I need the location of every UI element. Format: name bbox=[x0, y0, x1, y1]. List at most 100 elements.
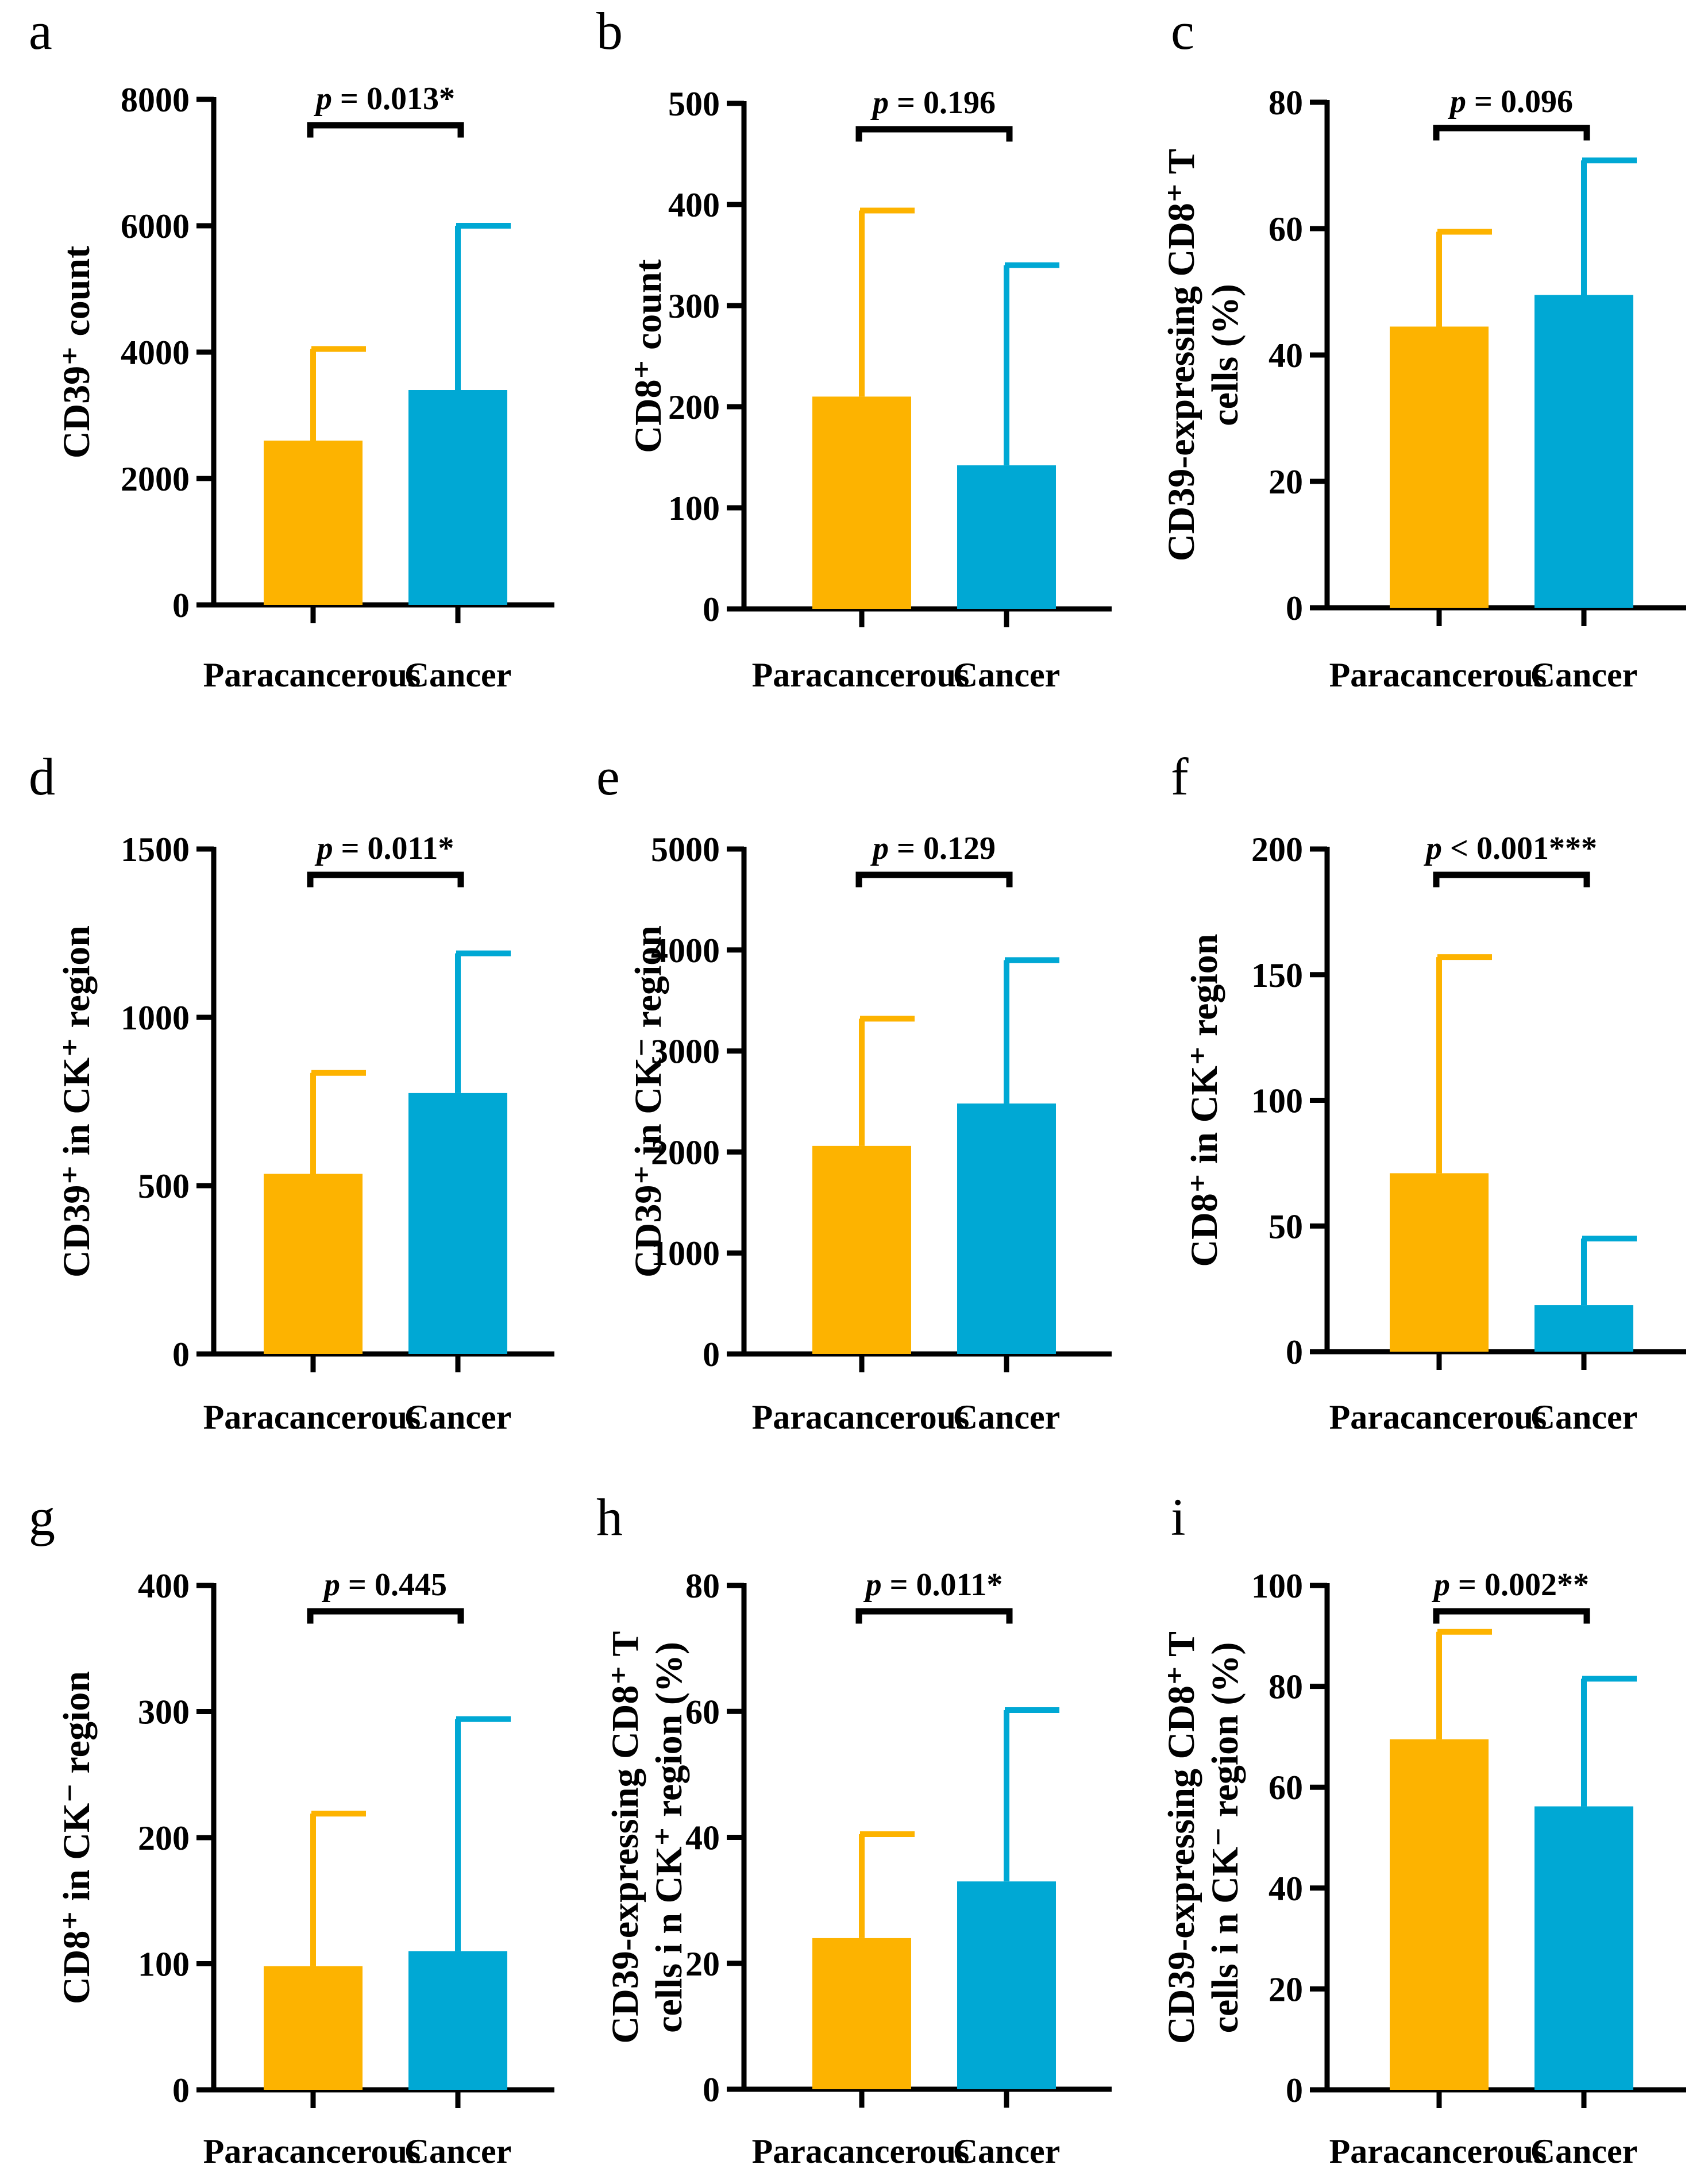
p-symbol: p bbox=[863, 1567, 882, 1603]
y-axis-label: CD39-expressing CD8⁺ T bbox=[604, 1631, 646, 2043]
bar-paracancerous bbox=[264, 441, 363, 605]
p-value: p = 0.013* bbox=[314, 81, 455, 117]
panel-letter-h: h bbox=[596, 1488, 623, 1546]
p-value-text: = 0.096 bbox=[1466, 84, 1573, 119]
y-tick-label: 0 bbox=[172, 1336, 190, 1373]
y-tick-label: 8000 bbox=[121, 81, 190, 119]
significance-bracket bbox=[307, 1608, 464, 1624]
category-label: Paracancerous bbox=[203, 656, 421, 694]
p-value-text: = 0.011* bbox=[882, 1567, 1003, 1603]
significance-bracket bbox=[855, 871, 1013, 888]
bar-cancer bbox=[408, 390, 507, 605]
category-label: Cancer bbox=[404, 656, 512, 694]
panel-letter-b: b bbox=[596, 2, 623, 60]
bar-cancer bbox=[1534, 1305, 1633, 1352]
significance-bracket bbox=[307, 871, 464, 888]
p-symbol: p bbox=[870, 85, 889, 121]
y-tick-label: 4000 bbox=[121, 334, 190, 372]
y-tick-label: 100 bbox=[668, 489, 720, 527]
p-value: p < 0.001*** bbox=[1424, 831, 1597, 866]
category-label: Cancer bbox=[404, 2132, 512, 2170]
bar-paracancerous bbox=[812, 396, 911, 609]
y-tick-label: 0 bbox=[1286, 1333, 1303, 1371]
category-label: Paracancerous bbox=[752, 656, 970, 694]
y-tick-label: 0 bbox=[172, 2071, 190, 2109]
panel-e: e 0 1000 2000 3000 4000 5000 ParacancerousCance… bbox=[596, 747, 1112, 1436]
y-tick-label: 2000 bbox=[651, 1133, 720, 1171]
significance-bracket bbox=[855, 126, 1013, 142]
y-tick-label: 4000 bbox=[651, 932, 720, 970]
y-tick-label: 1000 bbox=[651, 1234, 720, 1272]
panel-letter-g: g bbox=[29, 1488, 55, 1546]
category-label: Paracancerous bbox=[1329, 1398, 1547, 1436]
y-tick-label: 40 bbox=[1269, 1870, 1303, 1908]
category-label: Cancer bbox=[1530, 1398, 1638, 1436]
y-tick-label: 100 bbox=[1251, 1567, 1303, 1605]
y-tick-label: 80 bbox=[1269, 1668, 1303, 1706]
category-label: Paracancerous bbox=[1329, 656, 1547, 694]
p-value-text: = 0.129 bbox=[889, 831, 996, 866]
bar-cancer bbox=[957, 465, 1056, 609]
y-tick-label: 1500 bbox=[121, 831, 190, 869]
category-label: Cancer bbox=[953, 1398, 1061, 1436]
category-label: Cancer bbox=[1530, 2132, 1638, 2170]
y-tick-label: 50 bbox=[1269, 1207, 1303, 1245]
y-tick-label: 0 bbox=[703, 2071, 720, 2109]
category-label: Cancer bbox=[953, 2132, 1061, 2170]
y-axis-label: CD39⁺ in CK⁺ region bbox=[56, 925, 98, 1278]
bar-cancer bbox=[1534, 295, 1633, 608]
p-symbol: p bbox=[314, 81, 332, 117]
p-value: p = 0.196 bbox=[870, 85, 996, 121]
y-tick-label: 2000 bbox=[121, 460, 190, 498]
bar-paracancerous bbox=[812, 1938, 911, 2089]
significance-bracket bbox=[1433, 871, 1590, 888]
category-label: Cancer bbox=[404, 1398, 512, 1436]
bar-paracancerous bbox=[1390, 1173, 1489, 1352]
y-tick-label: 1000 bbox=[121, 999, 190, 1037]
p-symbol: p bbox=[1424, 831, 1442, 866]
y-axis-label: CD39⁺ in CK⁻ region bbox=[627, 925, 669, 1278]
p-symbol: p bbox=[1432, 1567, 1450, 1603]
y-tick-label: 500 bbox=[668, 85, 720, 123]
y-tick-label: 40 bbox=[1269, 337, 1303, 375]
y-tick-label: 20 bbox=[685, 1945, 720, 1983]
y-tick-label: 100 bbox=[138, 1946, 190, 1984]
y-axis-label: cells i n CK⁻ region (%) bbox=[1204, 1642, 1246, 2034]
p-value: p = 0.445 bbox=[322, 1567, 447, 1603]
y-tick-label: 400 bbox=[668, 186, 720, 224]
p-symbol: p bbox=[315, 831, 333, 866]
category-label: Cancer bbox=[953, 656, 1061, 694]
panel-letter-a: a bbox=[29, 2, 52, 60]
panel-letter-i: i bbox=[1171, 1488, 1186, 1546]
significance-bracket bbox=[1433, 125, 1590, 141]
p-value: p = 0.011* bbox=[863, 1567, 1003, 1603]
y-axis-label: CD8⁺ in CK⁺ region bbox=[1183, 934, 1225, 1267]
panel-letter-d: d bbox=[29, 747, 55, 806]
bar-cancer bbox=[957, 1881, 1056, 2089]
significance-bracket bbox=[1433, 1608, 1590, 1624]
y-axis-label: cells (%) bbox=[1204, 284, 1246, 426]
panel-letter-f: f bbox=[1171, 747, 1189, 806]
p-symbol: p bbox=[1448, 84, 1466, 119]
category-label: Paracancerous bbox=[752, 2132, 970, 2170]
y-axis-label: CD39-expressing CD8⁺ T bbox=[1160, 149, 1202, 561]
y-tick-label: 100 bbox=[1251, 1082, 1303, 1120]
p-value-text: = 0.445 bbox=[340, 1567, 447, 1603]
p-value: p = 0.129 bbox=[870, 831, 996, 866]
y-tick-label: 0 bbox=[172, 587, 190, 624]
y-tick-label: 80 bbox=[1269, 84, 1303, 122]
y-axis-label: cells i n CK⁺ region (%) bbox=[648, 1642, 690, 2033]
category-label: Cancer bbox=[1530, 656, 1638, 694]
bar-cancer bbox=[408, 1093, 507, 1354]
y-tick-label: 5000 bbox=[651, 831, 720, 869]
y-tick-label: 400 bbox=[138, 1567, 190, 1605]
y-tick-label: 0 bbox=[1286, 2071, 1303, 2109]
y-axis-label: CD39⁺ count bbox=[56, 246, 98, 458]
p-symbol: p bbox=[322, 1567, 340, 1603]
